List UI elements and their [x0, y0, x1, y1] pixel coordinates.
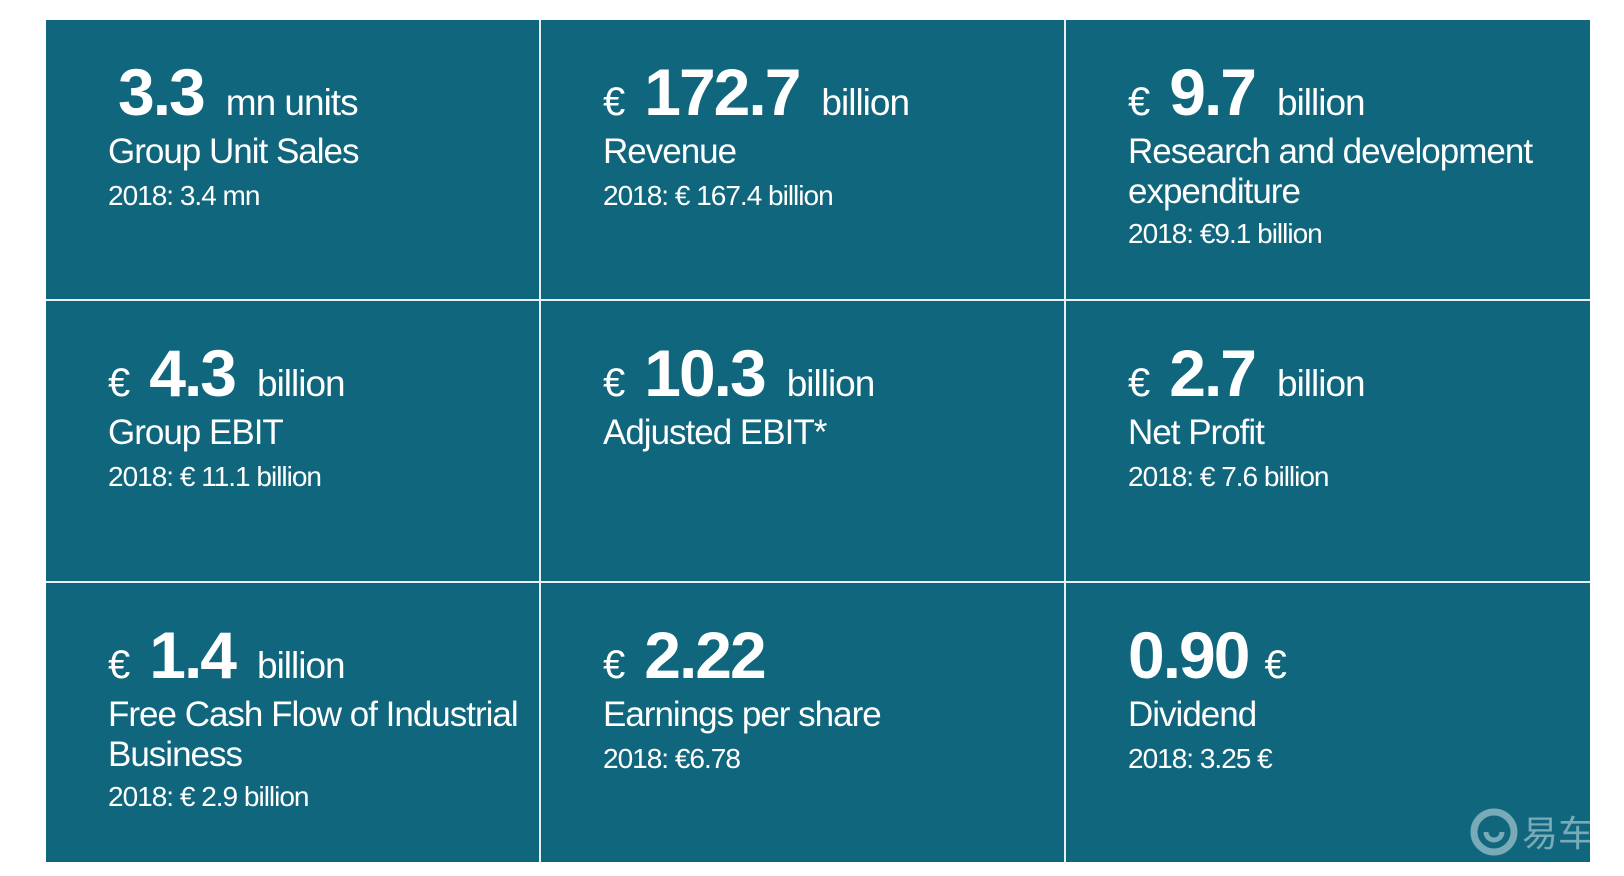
kpi-unit: billion [257, 363, 346, 404]
kpi-value: 2.22 [644, 618, 766, 692]
kpi-label: Adjusted EBIT* [603, 413, 827, 452]
kpi-currency: € [1128, 80, 1150, 124]
kpi-label: Free Cash Flow of Industrial Business [108, 695, 519, 774]
kpi-value: 3.3 [118, 55, 206, 129]
kpi-headline: € 9.7 billion [1128, 54, 1366, 130]
kpi-value: 9.7 [1169, 55, 1257, 129]
kpi-label: Earnings per share [603, 695, 882, 734]
logo-watermark-icon: 易车 [1470, 808, 1590, 856]
kpi-unit: billion [1277, 363, 1366, 404]
kpi-value: 4.3 [149, 336, 237, 410]
kpi-headline: 3.3 mn units [118, 54, 359, 130]
kpi-label: Research and development expenditure [1128, 132, 1533, 211]
kpi-headline: € 2.7 billion [1128, 335, 1366, 411]
kpi-tile-unit-sales: 3.3 mn units Group Unit Sales 2018: 3.4 … [46, 20, 539, 299]
kpi-previous-year: 2018: € 167.4 billion [603, 180, 834, 211]
kpi-previous-year: 2018: € 11.1 billion [108, 461, 322, 492]
kpi-value: 0.90 [1128, 618, 1250, 692]
kpi-unit: billion [821, 82, 910, 123]
kpi-value: 1.4 [149, 618, 237, 692]
kpi-currency: € [1128, 361, 1150, 405]
kpi-tile-adjusted-ebit: € 10.3 billion Adjusted EBIT* [541, 301, 1064, 581]
kpi-previous-year: 2018: € 2.9 billion [108, 781, 310, 812]
kpi-currency: € [108, 361, 130, 405]
kpi-headline: € 4.3 billion [108, 335, 346, 411]
kpi-headline: € 2.22 [603, 617, 767, 693]
kpi-label: Revenue [603, 132, 737, 171]
kpi-value: 10.3 [644, 336, 766, 410]
kpi-tile-net-profit: € 2.7 billion Net Profit 2018: € 7.6 bil… [1066, 301, 1590, 581]
kpi-tile-eps: € 2.22 Earnings per share 2018: €6.78 [541, 583, 1064, 862]
kpi-headline: € 172.7 billion [603, 54, 910, 130]
kpi-tile-dividend: 0.90 € Dividend 2018: 3.25 € 易车 [1066, 583, 1590, 862]
kpi-headline: 0.90 € [1128, 617, 1287, 693]
kpi-tile-group-ebit: € 4.3 billion Group EBIT 2018: € 11.1 bi… [46, 301, 539, 581]
kpi-previous-year: 2018: € 7.6 billion [1128, 461, 1330, 492]
watermark-text: 易车 [1522, 814, 1590, 855]
kpi-previous-year: 2018: €9.1 billion [1128, 218, 1323, 249]
kpi-unit: billion [786, 363, 876, 404]
kpi-label: Group Unit Sales [108, 132, 360, 171]
kpi-label: Net Profit [1128, 413, 1265, 452]
kpi-currency: € [108, 643, 130, 687]
kpi-headline: € 1.4 billion [108, 617, 346, 693]
kpi-previous-year: 2018: 3.4 mn [108, 180, 260, 211]
kpi-grid: 3.3 mn units Group Unit Sales 2018: 3.4 … [46, 20, 1590, 862]
kpi-label: Dividend [1128, 695, 1257, 734]
kpi-label: Group EBIT [108, 413, 284, 452]
kpi-currency: € [603, 361, 625, 405]
kpi-tile-free-cash-flow: € 1.4 billion Free Cash Flow of Industri… [46, 583, 539, 862]
kpi-unit: billion [1277, 82, 1366, 123]
kpi-previous-year: 2018: 3.25 € [1128, 743, 1273, 774]
kpi-headline: € 10.3 billion [603, 335, 876, 411]
kpi-value: 2.7 [1169, 336, 1257, 410]
kpi-currency: € [603, 80, 625, 124]
kpi-currency: € [1264, 643, 1287, 687]
kpi-tile-rnd: € 9.7 billion Research and development e… [1066, 20, 1590, 299]
kpi-tile-revenue: € 172.7 billion Revenue 2018: € 167.4 bi… [541, 20, 1064, 299]
kpi-value: 172.7 [644, 55, 801, 129]
kpi-unit: mn units [225, 82, 359, 123]
kpi-currency: € [603, 643, 625, 687]
kpi-unit: billion [257, 645, 346, 686]
kpi-previous-year: 2018: €6.78 [603, 743, 741, 774]
